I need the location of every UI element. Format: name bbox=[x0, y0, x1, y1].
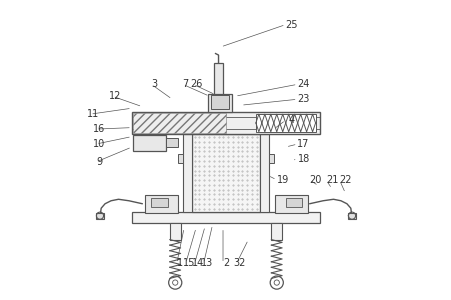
Bar bbox=[271, 223, 281, 240]
Text: 15: 15 bbox=[182, 259, 194, 269]
Text: 25: 25 bbox=[285, 20, 297, 30]
Text: 22: 22 bbox=[338, 175, 351, 185]
Text: 16: 16 bbox=[93, 124, 105, 134]
Text: 23: 23 bbox=[297, 94, 309, 104]
Text: 7: 7 bbox=[182, 79, 189, 89]
Bar bbox=[170, 223, 180, 240]
Text: 18: 18 bbox=[297, 154, 309, 164]
Bar bbox=[182, 134, 191, 212]
Text: 13: 13 bbox=[200, 259, 212, 269]
Text: 21: 21 bbox=[325, 175, 337, 185]
Text: 24: 24 bbox=[297, 79, 309, 89]
Bar bbox=[96, 213, 103, 219]
Text: 12: 12 bbox=[109, 91, 121, 101]
Bar bbox=[145, 195, 178, 213]
Bar bbox=[348, 213, 355, 219]
Bar bbox=[260, 134, 269, 212]
Text: 9: 9 bbox=[96, 157, 102, 167]
Bar bbox=[211, 95, 229, 109]
Text: 11: 11 bbox=[87, 109, 99, 119]
Text: 10: 10 bbox=[93, 139, 105, 149]
Bar bbox=[207, 94, 231, 112]
Bar bbox=[255, 114, 315, 132]
Text: 3: 3 bbox=[151, 79, 157, 89]
Text: 32: 32 bbox=[233, 259, 245, 269]
Text: 26: 26 bbox=[189, 79, 202, 89]
Bar bbox=[275, 195, 308, 213]
Bar bbox=[132, 212, 319, 223]
Bar bbox=[133, 113, 226, 133]
Bar bbox=[285, 198, 301, 207]
Bar bbox=[269, 154, 273, 164]
Bar bbox=[214, 62, 222, 94]
Text: 1: 1 bbox=[176, 259, 182, 269]
Text: 4: 4 bbox=[288, 115, 294, 125]
Text: 19: 19 bbox=[276, 175, 288, 185]
Bar bbox=[132, 112, 319, 134]
Bar bbox=[191, 134, 260, 212]
Bar bbox=[151, 198, 167, 207]
Text: 14: 14 bbox=[191, 259, 203, 269]
Text: 17: 17 bbox=[297, 139, 309, 149]
Bar bbox=[133, 135, 166, 151]
Bar bbox=[166, 138, 178, 148]
Text: 2: 2 bbox=[222, 259, 229, 269]
Bar bbox=[178, 154, 182, 164]
Text: 20: 20 bbox=[309, 175, 321, 185]
